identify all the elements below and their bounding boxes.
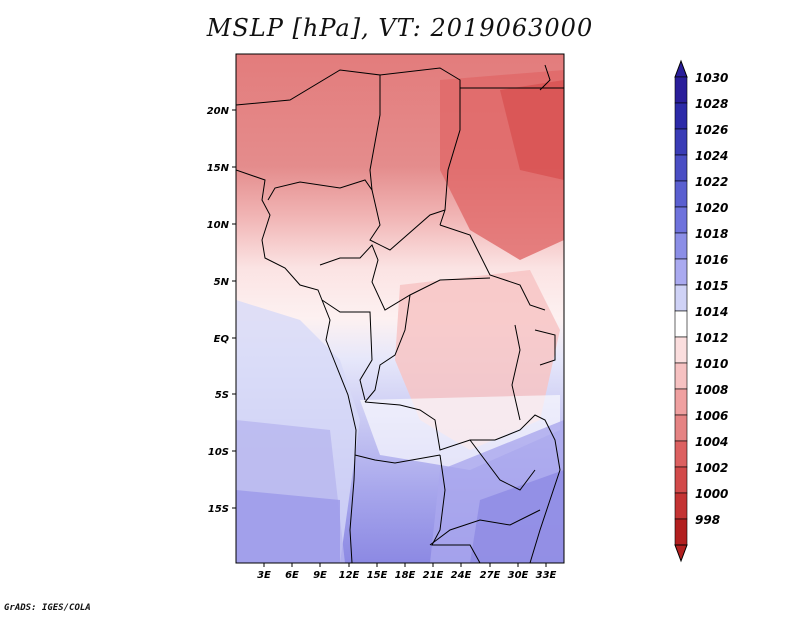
colorbar-label: 1016 xyxy=(695,253,728,267)
lat-label: 10S xyxy=(208,447,229,458)
colorbar-swatch xyxy=(674,180,688,208)
pressure-field xyxy=(236,54,564,563)
colorbar-label: 1018 xyxy=(695,227,728,241)
lon-label: 24E xyxy=(451,570,472,581)
lat-label: EQ xyxy=(214,334,230,345)
colorbar-swatch xyxy=(674,284,688,312)
colorbar-label: 1015 xyxy=(695,279,728,293)
colorbar-bottom-arrow xyxy=(674,544,688,563)
lat-label: 10N xyxy=(207,220,230,231)
lat-label: 15S xyxy=(208,504,229,515)
colorbar-label: 1008 xyxy=(695,383,728,397)
colorbar-swatch xyxy=(674,310,688,338)
colorbar-swatch xyxy=(674,76,688,104)
lon-label: 21E xyxy=(423,570,444,581)
lon-label: 9E xyxy=(313,570,327,581)
lon-label: 18E xyxy=(395,570,416,581)
lat-labels: 20N 15N 10N 5N EQ 5S 10S 15S xyxy=(207,106,230,515)
lon-label: 30E xyxy=(508,570,529,581)
colorbar-label: 1012 xyxy=(695,331,728,345)
colorbar-label: 1020 xyxy=(695,201,728,215)
colorbar-label: 1014 xyxy=(695,305,728,319)
map-frame xyxy=(235,53,565,564)
colorbar-label: 1026 xyxy=(695,123,728,137)
country-borders xyxy=(236,64,564,563)
colorbar-swatch xyxy=(674,206,688,234)
colorbar-label: 1006 xyxy=(695,409,728,423)
colorbar-label: 998 xyxy=(695,513,720,527)
credit-footer: GrADS: IGES/COLA xyxy=(4,603,91,613)
lat-label: 20N xyxy=(207,106,230,117)
lat-label: 5N xyxy=(214,277,230,288)
lat-label: 5S xyxy=(215,390,229,401)
lon-label: 3E xyxy=(257,570,271,581)
lon-label: 33E xyxy=(536,570,557,581)
colorbar-swatch xyxy=(674,466,688,494)
lon-label: 12E xyxy=(339,570,360,581)
colorbar-top-arrow xyxy=(674,59,688,78)
lon-ticks xyxy=(263,563,547,567)
lon-label: 6E xyxy=(285,570,299,581)
colorbar-swatch xyxy=(674,440,688,468)
colorbar-label: 1024 xyxy=(695,149,728,163)
colorbar-label: 1022 xyxy=(695,175,728,189)
colorbar-swatch xyxy=(674,492,688,520)
colorbar-swatch xyxy=(674,362,688,390)
colorbar-swatch xyxy=(674,414,688,442)
lon-label: 15E xyxy=(367,570,388,581)
colorbar-label: 1028 xyxy=(695,97,728,111)
lon-label: 27E xyxy=(480,570,501,581)
map-title: MSLP [hPa], VT: 2019063000 xyxy=(206,14,594,42)
colorbar-swatch xyxy=(674,102,688,130)
colorbar-label: 1030 xyxy=(695,71,728,85)
colorbar-label: 1010 xyxy=(695,357,728,371)
lat-label: 15N xyxy=(207,163,230,174)
colorbar-swatch xyxy=(674,258,688,286)
colorbar: 1030 1028 1026 1024 1022 1020 1018 1016 1015 1014… xyxy=(674,59,728,563)
colorbar-swatch xyxy=(674,518,688,546)
lat-ticks xyxy=(232,109,236,509)
lon-labels: 3E 6E 9E 12E 15E 18E 21E 24E 27E 30E 33E xyxy=(257,570,556,581)
colorbar-swatch xyxy=(674,232,688,260)
colorbar-swatch xyxy=(674,388,688,416)
colorbar-swatch xyxy=(674,128,688,156)
colorbar-label: 1004 xyxy=(695,435,728,449)
colorbar-label: 1000 xyxy=(695,487,728,501)
colorbar-label: 1002 xyxy=(695,461,728,475)
colorbar-swatch xyxy=(674,336,688,364)
colorbar-swatch xyxy=(674,154,688,182)
